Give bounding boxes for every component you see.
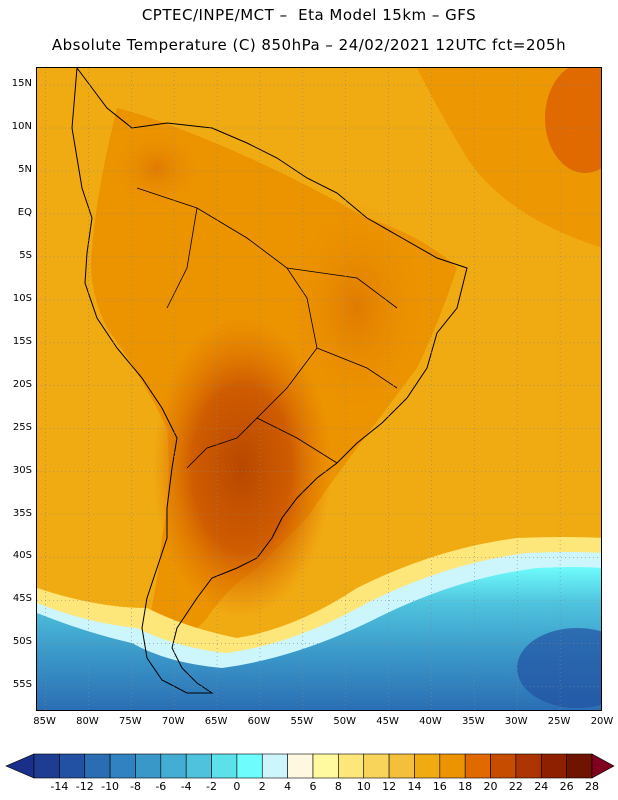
- cold-air-mass: [37, 567, 601, 710]
- colorbar-bin: [540, 753, 567, 779]
- cold-core-se: [517, 628, 601, 708]
- colorbar-bin: [160, 753, 187, 779]
- lat-tick-label: 50S: [12, 636, 32, 648]
- colorbar-bin: [236, 753, 263, 779]
- colorbar-bin: [33, 753, 60, 779]
- lat-tick-label: 5N: [18, 164, 32, 176]
- lon-tick-label: 30W: [504, 716, 528, 727]
- lat-tick-label: 40S: [12, 550, 32, 562]
- lon-tick-label: 85W: [33, 716, 56, 727]
- colorbar-tick-label: -8: [129, 780, 141, 793]
- lon-tick-label: 50W: [333, 716, 357, 727]
- hot-core-argentina: [152, 318, 332, 618]
- colorbar-tick-label: 2: [258, 780, 266, 793]
- hot-spot-ne: [545, 68, 601, 173]
- colorbar-bin: [287, 753, 314, 779]
- colorbar-bin: [84, 753, 111, 779]
- lat-tick-label: EQ: [17, 206, 32, 218]
- colorbar-tick-label: 8: [334, 780, 342, 793]
- lat-tick-label: 55S: [12, 679, 32, 691]
- warm-area-brazil: [287, 198, 427, 418]
- colorbar-bin: [490, 753, 517, 779]
- colorbar-tick-label: 12: [382, 780, 397, 793]
- lat-tick-label: 35S: [12, 507, 32, 519]
- colorbar-bin: [135, 753, 162, 779]
- lon-tick-label: 35W: [462, 716, 485, 727]
- warm-area-north: [112, 128, 202, 208]
- colorbar-bin: [515, 753, 542, 779]
- lat-tick-label: 20S: [12, 378, 32, 390]
- map-canvas: [37, 68, 601, 710]
- lon-tick-label: 60W: [247, 716, 271, 727]
- colorbar-bin: [312, 753, 339, 779]
- lat-tick-label: 5S: [19, 249, 32, 261]
- colorbar-bin: [464, 753, 491, 779]
- lon-tick-label: 55W: [290, 716, 314, 727]
- lat-tick-label: 15S: [12, 335, 32, 347]
- colorbar-tick-label: 14: [407, 780, 422, 793]
- lon-tick-label: 40W: [419, 716, 442, 727]
- colorbar-tick-label: -12: [75, 780, 94, 793]
- lon-tick-label: 65W: [204, 716, 228, 727]
- lat-tick-label: 30S: [12, 464, 32, 476]
- colorbar-tick-label: 4: [284, 780, 292, 793]
- colorbar-bin: [261, 753, 288, 779]
- colorbar-tick-label: 22: [508, 780, 523, 793]
- lon-tick-label: 25W: [547, 716, 571, 727]
- colorbar-bin: [109, 753, 136, 779]
- colorbar-bin: [566, 753, 593, 779]
- graticule: [37, 68, 601, 710]
- colorbar-tick-label: 10: [356, 780, 371, 793]
- colorbar-over-arrow: [591, 753, 615, 779]
- colorbar-bin: [363, 753, 390, 779]
- colorbar-tick-label: 16: [432, 780, 447, 793]
- lon-tick-label: 70W: [161, 716, 185, 727]
- map-subtitle: Absolute Temperature (C) 850hPa – 24/02/…: [51, 36, 567, 54]
- colorbar-tick-label: 6: [309, 780, 317, 793]
- colorbar-bin: [185, 753, 212, 779]
- colorbar-under-arrow: [5, 753, 35, 779]
- colorbar-tick-label: -4: [180, 780, 192, 793]
- lon-tick-label: 75W: [119, 716, 142, 727]
- coastline: [71, 68, 468, 694]
- colorbar-tick-label: 18: [458, 780, 473, 793]
- colorbar-bin: [439, 753, 466, 779]
- colorbar-tick-label: -2: [206, 780, 218, 793]
- lon-tick-label: 80W: [76, 716, 99, 727]
- lon-tick-label: 45W: [376, 716, 399, 727]
- temperature-map: [36, 67, 602, 711]
- colorbar-tick-label: -6: [155, 780, 167, 793]
- lat-tick-label: 10S: [12, 292, 32, 304]
- colorbar-tick-label: 20: [483, 780, 498, 793]
- lon-tick-label: 20W: [590, 716, 614, 727]
- colorbar-bin: [388, 753, 415, 779]
- map-title: CPTEC/INPE/MCT – Eta Model 15km – GFS: [141, 6, 477, 24]
- country-borders: [136, 187, 398, 469]
- colorbar-bin: [338, 753, 365, 779]
- colorbar-bin: [211, 753, 238, 779]
- colorbar-tick-label: 28: [585, 780, 599, 793]
- colorbar-tick-label: 26: [559, 780, 574, 793]
- colorbar-bin: [59, 753, 86, 779]
- colorbar-tick-label: -10: [101, 780, 120, 793]
- colorbar-tick-label: -14: [50, 780, 69, 793]
- lat-tick-label: 10N: [11, 121, 32, 133]
- lat-tick-label: 25S: [12, 421, 32, 433]
- lat-tick-label: 45S: [12, 593, 32, 605]
- colorbar-bin: [414, 753, 441, 779]
- colorbar-tick-label: 0: [233, 780, 241, 793]
- colorbar-tick-label: 24: [534, 780, 549, 793]
- lat-tick-label: 15N: [11, 78, 32, 90]
